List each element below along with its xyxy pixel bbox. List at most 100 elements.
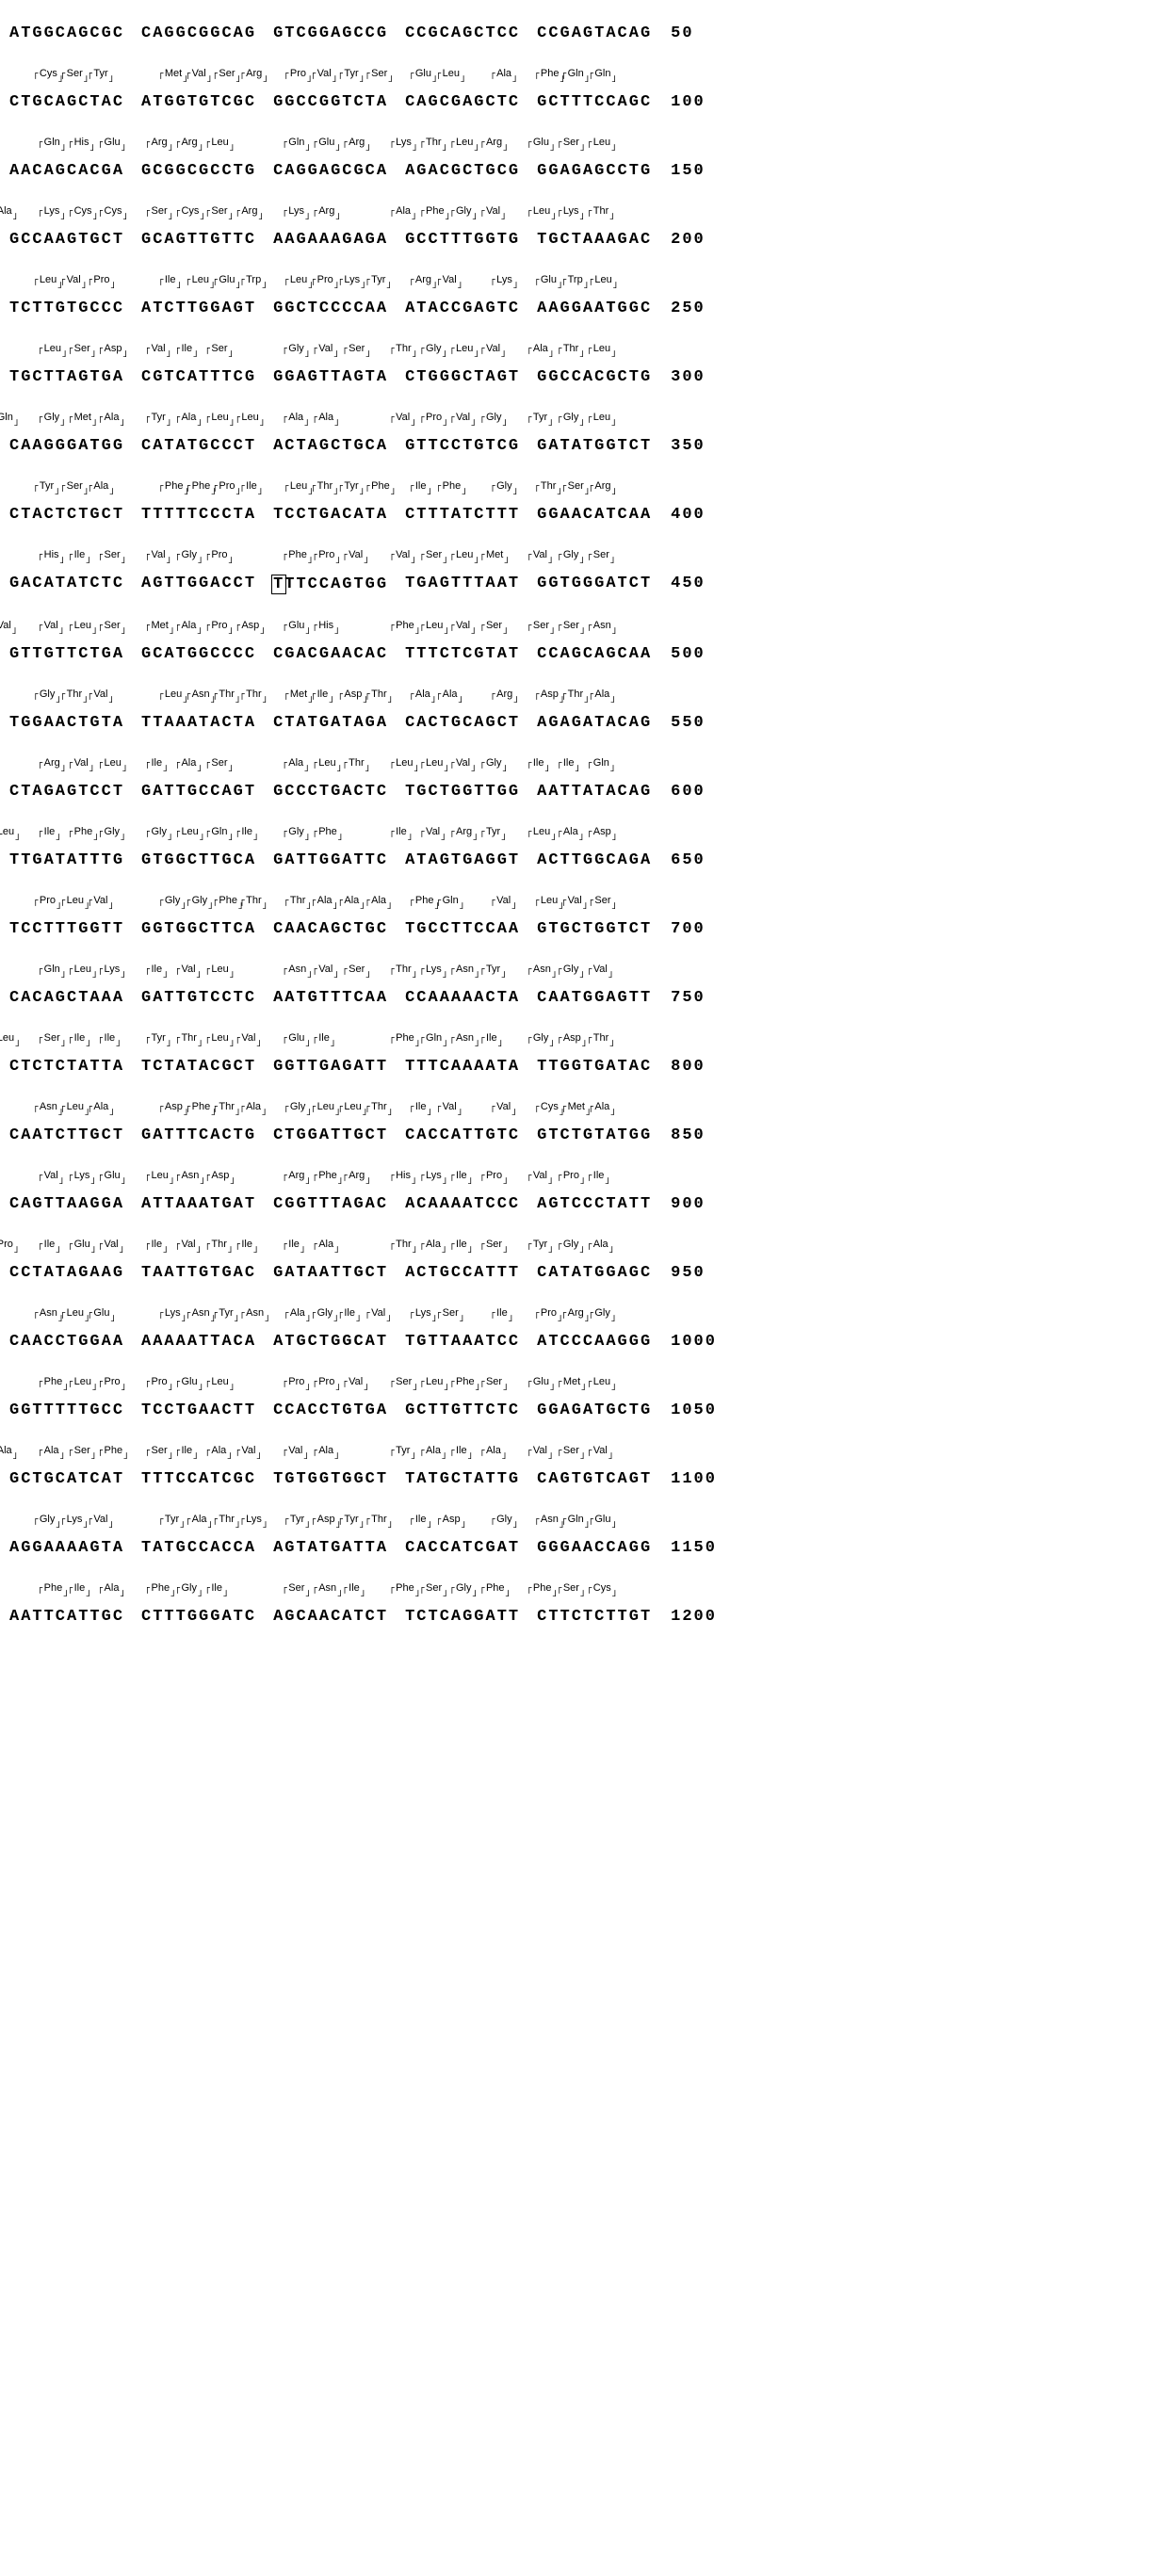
amino-acid-label: ｢Asn｣ bbox=[450, 963, 479, 977]
dna-group: TTTCCATCGC bbox=[141, 1470, 256, 1488]
amino-acid-label: ｢Gln｣ bbox=[437, 894, 464, 908]
amino-acid-label: ｢Val｣ bbox=[39, 619, 64, 633]
amino-acid-label: ｢Thr｣ bbox=[205, 1238, 233, 1252]
amino-acid-label: ｢Phe｣ bbox=[69, 825, 99, 839]
amino-acid-label: ｢Thr｣ bbox=[240, 688, 268, 702]
position-label: 250 bbox=[671, 300, 706, 317]
dna-group: CAGTTAAGGA bbox=[9, 1195, 124, 1213]
amino-acid-label: ｢Thr｣ bbox=[588, 1031, 615, 1045]
amino-acid-label: ｢Leu｣ bbox=[0, 825, 20, 839]
amino-acid-label: ｢Ile｣ bbox=[159, 273, 182, 287]
amino-acid-label: ｢Val｣ bbox=[69, 756, 94, 770]
amino-acid-label: ｢Thr｣ bbox=[213, 1100, 240, 1114]
dna-row: GTTGTTCTGAGCATGGCCCCCGACGAACACTTTCTCGTAT… bbox=[9, 645, 1159, 663]
amino-acid-label: ｢Pro｣ bbox=[312, 273, 339, 287]
dna-row: AGGAAAAGTATATGCCACCAAGTATGATTACACCATCGAT… bbox=[9, 1539, 1159, 1557]
amino-acid-label: ｢Leu｣ bbox=[390, 756, 418, 770]
dna-group: CAACAGCTGC bbox=[273, 920, 388, 938]
dna-group: CATATGCCCT bbox=[141, 437, 256, 455]
amino-acid-label: ｢Ser｣ bbox=[562, 479, 590, 494]
dna-group: TGCTAAAGAC bbox=[537, 231, 652, 249]
amino-acid-label: ｢Ala｣ bbox=[0, 204, 18, 219]
amino-acid-label: ｢Leu｣ bbox=[527, 204, 556, 219]
amino-acid-label: ｢Val｣ bbox=[390, 411, 415, 425]
dna-row: CAACCTGGAAAAAAATTACAATGCTGGCATTGTTAAATCC… bbox=[9, 1333, 1159, 1351]
amino-acid-label: ｢Cys｣ bbox=[34, 67, 63, 81]
amino-acid-label: ｢Glu｣ bbox=[99, 136, 126, 150]
dna-group: GCTGCATCAT bbox=[9, 1470, 124, 1488]
dna-group: AGTCCCTATT bbox=[537, 1195, 652, 1213]
dna-group: GATATGGTCT bbox=[537, 437, 652, 455]
amino-acid-label: ｢Phe｣ bbox=[410, 894, 440, 908]
amino-acid-label: ｢Met｣ bbox=[558, 1375, 586, 1389]
amino-acid-label: ｢Arg｣ bbox=[343, 136, 370, 150]
sequence-row: ATGGCAGCGCCAGGCGGCAGGTCGGAGCCGCCGCAGCTCC… bbox=[9, 24, 1159, 42]
dna-group: ACTAGCTGCA bbox=[273, 437, 388, 455]
amino-acid-label: ｢Glu｣ bbox=[88, 1306, 115, 1320]
dna-group: CACCATTGTC bbox=[405, 1126, 520, 1144]
amino-acid-label: ｢Asp｣ bbox=[99, 342, 128, 356]
position-label: 800 bbox=[671, 1058, 706, 1076]
amino-acid-label: ｢Val｣ bbox=[491, 894, 516, 908]
amino-acid-label: ｢Ile｣ bbox=[480, 1031, 503, 1045]
amino-acid-label: ｢Leu｣ bbox=[205, 1031, 234, 1045]
amino-acid-label: ｢Ser｣ bbox=[480, 619, 508, 633]
amino-acid-label: ｢Phe｣ bbox=[390, 1031, 420, 1045]
amino-acid-label: ｢Glu｣ bbox=[589, 1513, 616, 1527]
amino-acid-label: ｢Glu｣ bbox=[313, 136, 340, 150]
dna-group: TCTTGTGCCC bbox=[9, 300, 124, 317]
amino-acid-label: ｢Arg｣ bbox=[175, 136, 203, 150]
amino-acid-label: ｢Leu｣ bbox=[39, 342, 67, 356]
dna-group: GGGAACCAGG bbox=[537, 1539, 652, 1557]
dna-group: CCTATAGAAG bbox=[9, 1264, 124, 1282]
position-label: 450 bbox=[671, 575, 706, 592]
amino-acid-label: ｢Ile｣ bbox=[205, 1581, 228, 1596]
position-label: 350 bbox=[671, 437, 706, 455]
dna-group: CTGGATTGCT bbox=[273, 1126, 388, 1144]
dna-group: GGTGGCTTCA bbox=[141, 920, 256, 938]
dna-group: TAATTGTGAC bbox=[141, 1264, 256, 1282]
dna-group: CTTTATCTTT bbox=[405, 506, 520, 524]
amino-acid-label: ｢Leu｣ bbox=[312, 1100, 340, 1114]
amino-acid-label: ｢Leu｣ bbox=[589, 273, 617, 287]
dna-group: TCCTTTGGTT bbox=[9, 920, 124, 938]
dna-group: CAACCTGGAA bbox=[9, 1333, 124, 1351]
position-label: 550 bbox=[671, 714, 706, 732]
amino-acid-label: ｢Asn｣ bbox=[450, 1031, 479, 1045]
dna-row: CTCTCTATTATCTATACGCTGGTTGAGATTTTTCAAAATA… bbox=[9, 1058, 1159, 1076]
amino-acid-label: ｢Asn｣ bbox=[187, 688, 216, 702]
sequence-row: ｢Leu｣｢Val｣｢Pro｣｢Ile｣｢Leu｣｢Glu｣｢Trp｣｢Leu｣… bbox=[9, 271, 1159, 317]
amino-acid-label: ｢Val｣ bbox=[235, 1444, 261, 1458]
sequence-row: ｢Ala｣｢Ala｣｢Ser｣｢Phe｣｢Ser｣｢Ile｣｢Ala｣｢Val｣… bbox=[9, 1442, 1159, 1488]
amino-acid-label: ｢Leu｣ bbox=[61, 1100, 89, 1114]
amino-acid-label: ｢Met｣ bbox=[480, 548, 509, 562]
amino-acid-label: ｢Ser｣ bbox=[146, 1444, 173, 1458]
amino-acid-label: ｢Thr｣ bbox=[365, 1513, 393, 1527]
amino-acid-label: ｢Lys｣ bbox=[283, 204, 310, 219]
amino-acid-label: ｢Ala｣ bbox=[420, 1238, 446, 1252]
amino-acid-label: ｢Asp｣ bbox=[205, 1169, 235, 1183]
dna-group: CAATGGAGTT bbox=[537, 989, 652, 1007]
dna-group: GGTGGGATCT bbox=[537, 575, 652, 594]
dna-group: TTTTTCCCTA bbox=[141, 506, 256, 524]
amino-acid-label: ｢Thr｣ bbox=[343, 756, 370, 770]
dna-row: TTGATATTTGGTGGCTTGCAGATTGGATTCATAGTGAGGT… bbox=[9, 851, 1159, 869]
dna-group: GTGGCTTGCA bbox=[141, 851, 256, 869]
position-label: 650 bbox=[671, 851, 706, 869]
amino-acid-label: ｢Leu｣ bbox=[588, 1375, 616, 1389]
sequence-row: ｢Leu｣｢Ser｣｢Asp｣｢Val｣｢Ile｣｢Ser｣｢Gly｣｢Val｣… bbox=[9, 340, 1159, 386]
sequence-row: ｢Phe｣｢Leu｣｢Pro｣｢Pro｣｢Glu｣｢Leu｣｢Pro｣｢Pro｣… bbox=[9, 1373, 1159, 1419]
amino-acid-label: ｢Met｣ bbox=[69, 411, 97, 425]
dna-group: ATAGTGAGGT bbox=[405, 851, 520, 869]
dna-group: TTAAATACTA bbox=[141, 714, 256, 732]
sequence-row: ｢Asn｣｢Leu｣｢Ala｣｢Asp｣｢Phe｣｢Thr｣｢Ala｣｢Gly｣… bbox=[9, 1098, 1159, 1144]
dna-group: CATATGGAGC bbox=[537, 1264, 652, 1282]
amino-acid-label: ｢Ser｣ bbox=[205, 756, 233, 770]
sequence-row: ｢Val｣｢Val｣｢Leu｣｢Ser｣｢Met｣｢Ala｣｢Pro｣｢Asp｣… bbox=[9, 617, 1159, 663]
amino-acid-label: ｢Val｣ bbox=[365, 1306, 391, 1320]
amino-acid-label: ｢Val｣ bbox=[437, 273, 462, 287]
amino-acid-label: ｢Asn｣ bbox=[187, 1306, 216, 1320]
amino-acid-label: ｢Asp｣ bbox=[558, 1031, 587, 1045]
amino-acid-label: ｢Val｣ bbox=[343, 548, 368, 562]
amino-acid-label: ｢Ala｣ bbox=[99, 1581, 125, 1596]
